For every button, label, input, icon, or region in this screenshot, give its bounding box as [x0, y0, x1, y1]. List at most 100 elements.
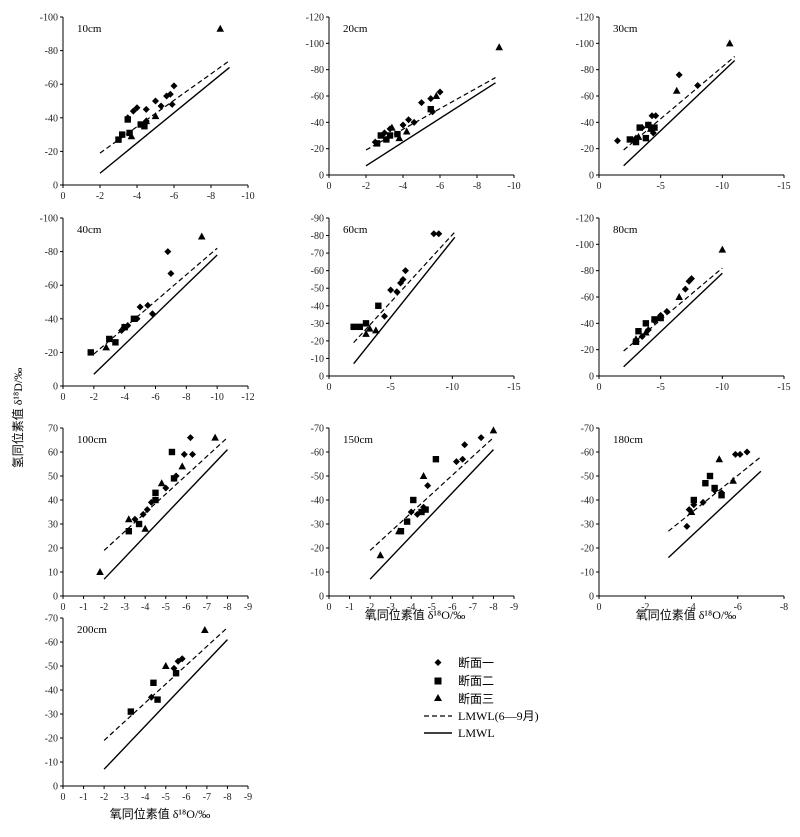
y-tick-label: 0: [53, 592, 58, 603]
lmwl-jun-sep-line: [353, 231, 456, 344]
square-point: [119, 131, 126, 138]
x-tick-label: -4: [141, 792, 149, 803]
y-tick-label: 0: [589, 592, 594, 603]
panel-label: 20cm: [343, 23, 368, 35]
square-point: [152, 496, 159, 504]
y-tick-label: -60: [45, 638, 58, 649]
y-tick-label: -20: [311, 336, 324, 347]
square-point: [642, 134, 650, 142]
legend-square-marker: [434, 677, 442, 685]
triangle-point: [395, 134, 404, 142]
triangle-point: [675, 293, 683, 300]
square-point: [87, 349, 94, 356]
square-point: [115, 136, 122, 143]
x-tick-label: -5: [656, 382, 664, 393]
y-tick-label: -60: [581, 293, 594, 304]
lmwl-jun-sep-line: [667, 456, 762, 532]
lmwl-line: [667, 470, 762, 559]
lmwl-line: [365, 82, 496, 167]
y-tick-label: 0: [319, 171, 324, 182]
x-tick-label: 0: [61, 191, 66, 202]
diamond-point: [152, 97, 159, 105]
y-tick-label: 70: [48, 424, 58, 435]
square-point: [427, 105, 434, 113]
diamond-point: [133, 104, 141, 112]
y-tick-label: -50: [45, 662, 58, 673]
lmwl-jun-sep-line: [623, 56, 736, 151]
triangle-point: [96, 568, 104, 575]
y-tick-label: -10: [45, 758, 58, 769]
y-tick-label: -40: [581, 496, 594, 507]
x-tick-label: -15: [777, 382, 790, 393]
square-point: [154, 696, 161, 703]
x-tick-label: -8: [223, 602, 231, 613]
square-point: [137, 121, 144, 128]
x-tick-label: -4: [133, 191, 141, 202]
x-tick-label: -6: [182, 792, 190, 803]
y-tick-label: -60: [45, 281, 58, 292]
triangle-point: [102, 343, 110, 351]
triangle-point: [729, 476, 737, 484]
x-tick-label: -2: [96, 191, 104, 202]
diamond-point: [143, 506, 151, 514]
square-point: [124, 116, 131, 123]
triangle-point: [647, 124, 655, 132]
y-tick-label: -70: [311, 424, 324, 435]
x-tick-label: -2: [100, 792, 108, 803]
diamond-point: [430, 230, 438, 238]
y-tick-label: -80: [581, 266, 594, 277]
y-tick-label: 0: [319, 372, 324, 383]
diamond-point: [435, 230, 443, 238]
triangle-point: [634, 132, 643, 140]
triangle-point: [157, 479, 166, 487]
x-tick-label: -2: [366, 602, 374, 613]
y-tick-label: 10: [48, 568, 58, 579]
y-tick-label: -100: [40, 214, 58, 225]
diamond-point: [144, 301, 152, 309]
diamond-point: [683, 522, 691, 530]
square-point: [350, 323, 357, 331]
x-tick-label: -5: [428, 602, 436, 613]
square-point: [432, 456, 440, 463]
panel-label: 40cm: [77, 224, 102, 236]
y-tick-label: -90: [311, 214, 324, 225]
y-tick-label: -60: [45, 80, 58, 91]
y-tick-label: -10: [311, 568, 324, 579]
diamond-point: [387, 286, 395, 294]
x-tick-label: 0: [327, 382, 332, 393]
square-point: [690, 496, 698, 504]
x-tick-label: -3: [386, 602, 394, 613]
lmwl-line: [623, 272, 723, 368]
x-tick-label: -6: [436, 181, 444, 192]
square-point: [373, 140, 381, 147]
y-tick-label: -70: [311, 249, 324, 260]
diamond-point: [129, 107, 137, 115]
y-tick-label: -60: [581, 448, 594, 459]
y-tick-label: -30: [45, 710, 58, 721]
x-tick-label: -1: [79, 792, 87, 803]
square-point: [657, 314, 664, 322]
lmwl-jun-sep-line: [369, 437, 494, 551]
y-tick-label: -60: [311, 266, 324, 277]
diamond-point: [681, 285, 689, 293]
panel-100cm: 0 -1 -2 -3 -4 -5 -6 -7 -8 -9 0 10 20 30 40 50 60 70 100cm: [48, 424, 252, 614]
x-tick-label: -5: [386, 382, 394, 393]
panel-label: 180cm: [613, 434, 643, 446]
square-point: [126, 129, 133, 137]
square-point: [127, 708, 135, 715]
y-tick-label: 50: [48, 472, 58, 483]
x-tick-label: -4: [120, 392, 128, 403]
triangle-point: [718, 245, 727, 253]
panel-label: 10cm: [77, 23, 102, 35]
triangle-point: [495, 43, 503, 51]
lmwl-line: [103, 639, 228, 770]
square-point: [403, 518, 411, 525]
lmwl-jun-sep-line: [103, 627, 228, 741]
diamond-point: [162, 484, 170, 492]
x-tick-label: -4: [687, 602, 695, 613]
x-tick-label: 0: [597, 602, 602, 613]
y-tick-label: -40: [311, 496, 324, 507]
square-point: [152, 489, 159, 496]
x-tick-label: -4: [399, 181, 407, 192]
square-point: [356, 323, 364, 331]
